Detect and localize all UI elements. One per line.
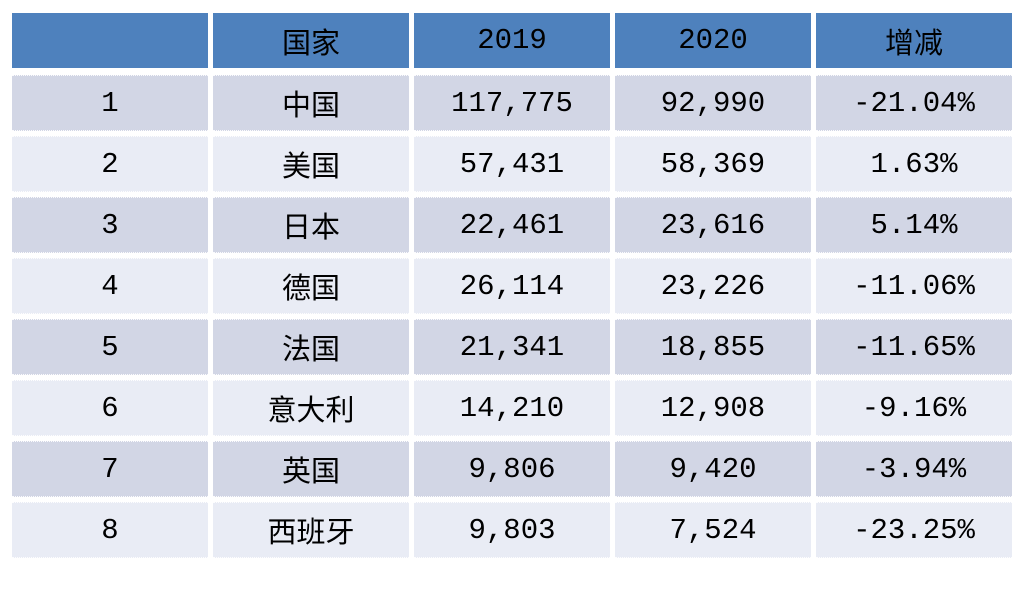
value-2020-cell: 23,226	[615, 258, 811, 314]
table-row: 1 中国 117,775 92,990 -21.04%	[12, 75, 1012, 131]
value-2020-cell: 23,616	[615, 197, 811, 253]
change-cell: -23.25%	[816, 502, 1012, 558]
rank-cell: 1	[12, 75, 208, 131]
header-cell-country: 国家	[213, 13, 409, 68]
value-2019-cell: 22,461	[414, 197, 610, 253]
value-2020-cell: 58,369	[615, 136, 811, 192]
value-2020-cell: 18,855	[615, 319, 811, 375]
change-cell: -11.06%	[816, 258, 1012, 314]
value-2020-cell: 9,420	[615, 441, 811, 497]
value-2020-cell: 12,908	[615, 380, 811, 436]
rank-cell: 8	[12, 502, 208, 558]
change-cell: -11.65%	[816, 319, 1012, 375]
table-row: 8 西班牙 9,803 7,524 -23.25%	[12, 502, 1012, 558]
country-cell: 意大利	[213, 380, 409, 436]
country-cell: 英国	[213, 441, 409, 497]
table-row: 3 日本 22,461 23,616 5.14%	[12, 197, 1012, 253]
table-header-row: 国家 2019 2020 增减	[12, 13, 1012, 68]
rank-cell: 5	[12, 319, 208, 375]
header-cell-change: 增减	[816, 13, 1012, 68]
value-2019-cell: 57,431	[414, 136, 610, 192]
country-cell: 法国	[213, 319, 409, 375]
rank-cell: 7	[12, 441, 208, 497]
value-2019-cell: 117,775	[414, 75, 610, 131]
country-stats-table: 国家 2019 2020 增减 1 中国 117,775 92,990 -21.…	[12, 13, 1012, 558]
value-2020-cell: 7,524	[615, 502, 811, 558]
header-cell-2020: 2020	[615, 13, 811, 68]
value-2019-cell: 21,341	[414, 319, 610, 375]
value-2020-cell: 92,990	[615, 75, 811, 131]
country-cell: 中国	[213, 75, 409, 131]
country-cell: 德国	[213, 258, 409, 314]
table-row: 7 英国 9,806 9,420 -3.94%	[12, 441, 1012, 497]
value-2019-cell: 14,210	[414, 380, 610, 436]
value-2019-cell: 9,803	[414, 502, 610, 558]
table-row: 6 意大利 14,210 12,908 -9.16%	[12, 380, 1012, 436]
value-2019-cell: 26,114	[414, 258, 610, 314]
country-cell: 日本	[213, 197, 409, 253]
header-cell-rank	[12, 13, 208, 68]
value-2019-cell: 9,806	[414, 441, 610, 497]
table-row: 2 美国 57,431 58,369 1.63%	[12, 136, 1012, 192]
table-row: 5 法国 21,341 18,855 -11.65%	[12, 319, 1012, 375]
rank-cell: 3	[12, 197, 208, 253]
change-cell: 5.14%	[816, 197, 1012, 253]
country-cell: 西班牙	[213, 502, 409, 558]
header-cell-2019: 2019	[414, 13, 610, 68]
change-cell: -9.16%	[816, 380, 1012, 436]
rank-cell: 6	[12, 380, 208, 436]
rank-cell: 2	[12, 136, 208, 192]
rank-cell: 4	[12, 258, 208, 314]
change-cell: -3.94%	[816, 441, 1012, 497]
table-row: 4 德国 26,114 23,226 -11.06%	[12, 258, 1012, 314]
change-cell: 1.63%	[816, 136, 1012, 192]
country-cell: 美国	[213, 136, 409, 192]
change-cell: -21.04%	[816, 75, 1012, 131]
